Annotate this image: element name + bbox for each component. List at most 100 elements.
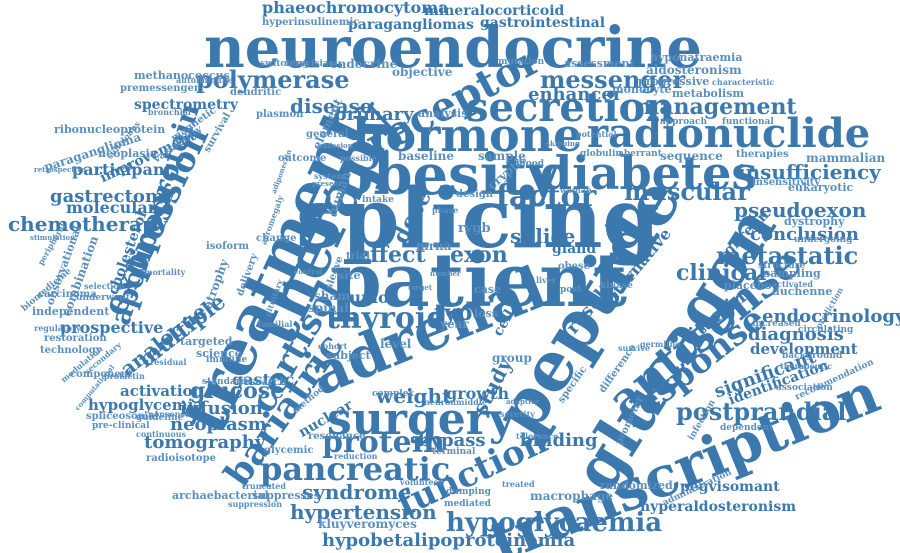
- word-hypoglycemia: hypoglycemia: [88, 396, 203, 414]
- word-adaptive: adaptive: [506, 397, 540, 406]
- word-trial: trial: [346, 251, 370, 262]
- word-case: case: [474, 283, 502, 296]
- word-familial: familial: [258, 319, 293, 329]
- word-targeted: targeted: [180, 335, 233, 348]
- word-retrospective: retrospective: [34, 165, 86, 174]
- word-messenger: messenger: [540, 65, 686, 94]
- word-pseudoexon: pseudoexon: [734, 198, 867, 222]
- word-hyponatraemia: hyponatraemia: [650, 51, 743, 64]
- word-truncated: truncated: [242, 481, 286, 491]
- word-isoform: isoform: [206, 241, 249, 252]
- word-continuous: continuous: [136, 429, 187, 439]
- word-clinical: clinical: [676, 260, 767, 286]
- word-loss: loss: [474, 307, 498, 320]
- word-phaeochromocytoma: phaeochromocytoma: [262, 0, 449, 17]
- word-gland: gland: [552, 241, 597, 257]
- word-infusion: infusion: [180, 398, 263, 419]
- word-pancreatic: pancreatic: [260, 450, 451, 488]
- word-effect: effect: [356, 242, 426, 268]
- word-subject: subject: [326, 349, 371, 362]
- word-obese: obese: [558, 261, 591, 272]
- word-ribonucleoprotein: ribonucleoprotein: [54, 123, 166, 136]
- word-therapies: therapies: [736, 149, 789, 160]
- word-site: site: [338, 269, 361, 282]
- word-radioisotope: radioisotope: [146, 453, 216, 464]
- word-design: design: [456, 189, 494, 200]
- word-binding: binding: [520, 430, 598, 451]
- word-glucose: glucose: [190, 378, 285, 404]
- word-selection: selection: [84, 281, 125, 291]
- word-radionuclide: radionuclide: [587, 110, 871, 157]
- word-suppresses: suppresses: [252, 489, 320, 502]
- word-archaebacterial: archaebacterial: [172, 489, 269, 502]
- word-present: present: [312, 179, 342, 188]
- word-tomography: tomography: [144, 432, 266, 453]
- word-type: type: [434, 300, 487, 326]
- word-switching: switching: [260, 59, 309, 69]
- word-duchenne: duchenne: [772, 285, 833, 298]
- word-assessment: assessment: [564, 57, 635, 70]
- word-mutation: mutation: [498, 57, 545, 67]
- word-tumor: tumor: [342, 288, 398, 307]
- word-diagnosis: diagnosis: [748, 324, 844, 345]
- word-syndrome: syndrome: [302, 480, 412, 504]
- word-kluyveromyces: kluyveromyces: [318, 517, 417, 531]
- word-sham: sham: [314, 289, 350, 303]
- word-premessenger: premessenger: [120, 83, 200, 94]
- word-severity: severity: [500, 409, 535, 419]
- word-germline: germline: [640, 339, 681, 349]
- word-year: year: [440, 317, 469, 331]
- word-spliceosomal: spliceosomal: [86, 411, 159, 422]
- word-mediated: mediated: [444, 499, 491, 509]
- word-nonsense: nonsense: [148, 409, 190, 419]
- word-reduction: reduction: [334, 451, 378, 461]
- word-mammalian: mammalian: [806, 151, 886, 165]
- word-postprandial: postprandial: [676, 397, 847, 426]
- word-thyroid: thyroid: [326, 301, 448, 336]
- word-pre-clinical: pre-clinical: [92, 421, 150, 431]
- word-plasmon: plasmon: [256, 109, 304, 120]
- word-level: level: [380, 337, 412, 351]
- word-therapeutic: therapeutic: [780, 361, 833, 371]
- word-component: component: [70, 369, 133, 380]
- word-gastrointestinal: gastrointestinal: [480, 15, 606, 31]
- word-aberrant: aberrant: [618, 149, 662, 159]
- word-functional: functional: [722, 117, 774, 127]
- word-hypertension: hypertension: [290, 500, 437, 524]
- word-dependent: dependent: [720, 423, 774, 433]
- word-eukaryotic: eukaryotic: [788, 181, 854, 194]
- word-insufficiency: insufficiency: [738, 160, 881, 184]
- word-activation: activation: [120, 382, 204, 400]
- word-change: change: [256, 233, 297, 244]
- word-potential: potential: [576, 129, 617, 139]
- word-group: group: [492, 351, 532, 365]
- word-exon: exon: [450, 242, 508, 268]
- word-hypobetalipoproteinemia: hypobetalipoproteinemia: [322, 530, 576, 551]
- word-system: system: [314, 171, 345, 181]
- word-endocrinology: endocrinology: [762, 306, 900, 327]
- word-globulin: globulin: [580, 149, 622, 159]
- word-cohort: cohort: [318, 341, 348, 351]
- word-tolerance: tolerance: [516, 431, 559, 441]
- word-primary: primary: [334, 104, 414, 125]
- word-development: development: [750, 340, 858, 358]
- word-progressive: progressive: [638, 75, 710, 88]
- word-guideline: guideline: [136, 413, 184, 423]
- word-objective: objective: [392, 65, 453, 79]
- word-baseline: baseline: [398, 149, 455, 163]
- word-sampling: sampling: [764, 267, 821, 280]
- word-characteristic: characteristic: [712, 77, 775, 87]
- word-sequence: sequence: [660, 149, 723, 163]
- word-macrophage: macrophage: [530, 489, 614, 503]
- word-regulatory: regulatory: [34, 323, 81, 333]
- word-bronchial: bronchial: [148, 107, 191, 117]
- word-middle: middle: [456, 397, 487, 407]
- word-muscular: muscular: [624, 177, 750, 206]
- word-analysis: analysis: [418, 107, 468, 120]
- word-research: research: [238, 377, 287, 388]
- word-conclusion: conclusion: [750, 224, 860, 245]
- word-technology: technology: [40, 345, 102, 356]
- word-growth: growth: [446, 384, 510, 403]
- word-disease: disease: [290, 94, 373, 118]
- word-blood: blood: [516, 159, 545, 169]
